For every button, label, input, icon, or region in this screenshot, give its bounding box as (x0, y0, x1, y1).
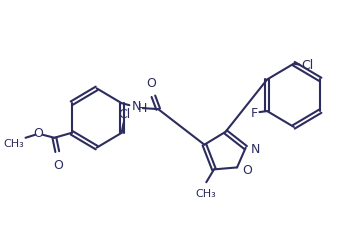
Text: CH₃: CH₃ (195, 189, 216, 199)
Text: Cl: Cl (301, 59, 314, 72)
Text: O: O (147, 77, 156, 90)
Text: Cl: Cl (118, 108, 131, 121)
Text: O: O (53, 159, 63, 172)
Text: N: N (251, 143, 260, 156)
Text: N: N (131, 100, 141, 113)
Text: H: H (138, 102, 147, 115)
Text: O: O (242, 164, 252, 177)
Text: F: F (250, 107, 258, 120)
Text: O: O (33, 127, 43, 140)
Text: CH₃: CH₃ (4, 139, 24, 149)
